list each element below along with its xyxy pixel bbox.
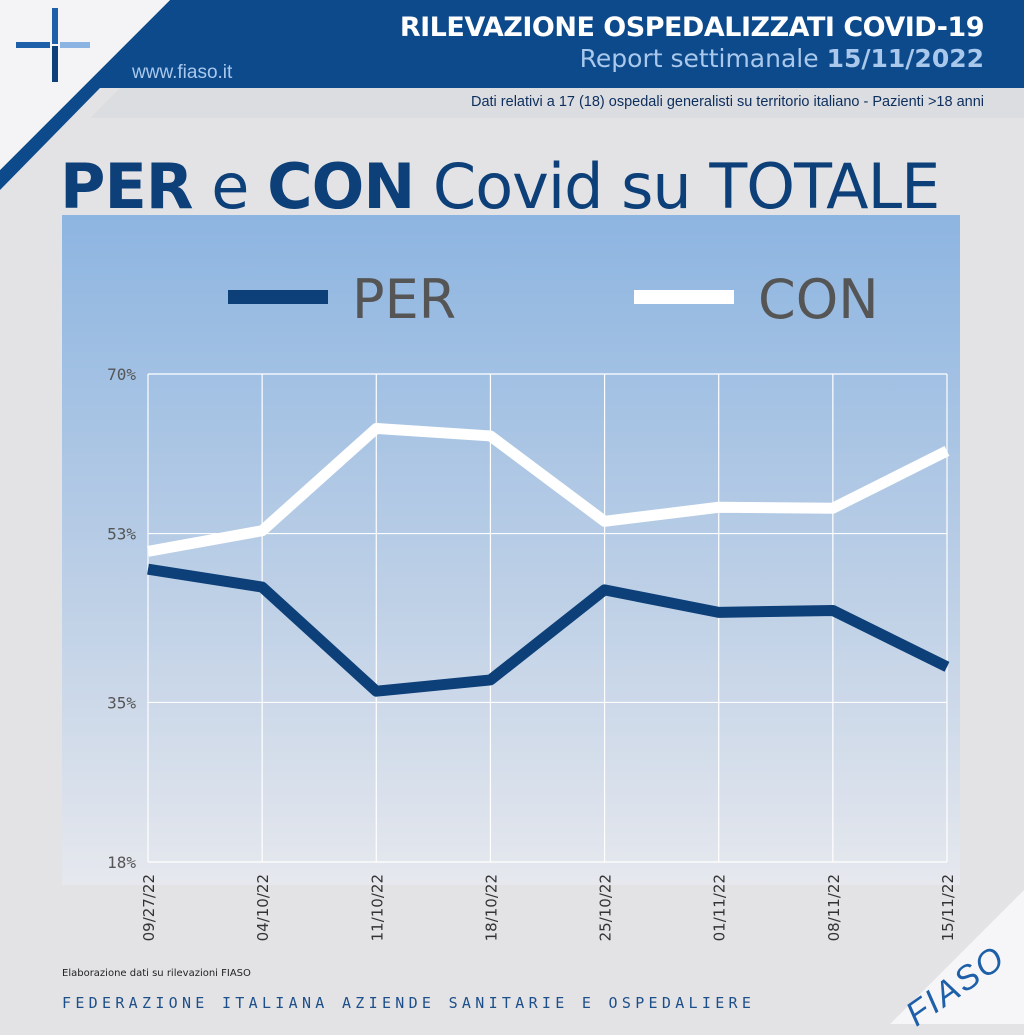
x-tick-label: 11/10/22 (368, 874, 386, 941)
y-tick-label: 35% (107, 693, 136, 712)
organization-name: FEDERAZIONE ITALIANA AZIENDE SANITARIE E… (62, 994, 755, 1012)
x-tick-label: 25/10/22 (597, 874, 615, 941)
y-tick-label: 18% (107, 853, 136, 872)
x-tick-label: 01/11/22 (711, 874, 729, 941)
y-tick-label: 70% (107, 365, 136, 384)
x-tick-label: 18/10/22 (482, 874, 500, 941)
x-tick-label: 08/11/22 (825, 874, 843, 941)
x-tick-label: 09/27/22 (140, 874, 158, 941)
y-tick-label: 53% (107, 525, 136, 544)
legend-label-per: PER (352, 268, 456, 331)
series-line-per (148, 569, 947, 691)
credit-text: Elaborazione dati su rilevazioni FIASO (62, 968, 251, 979)
x-tick-label: 15/11/22 (939, 874, 957, 941)
x-tick-label: 04/10/22 (254, 874, 272, 941)
series-line-con (148, 428, 947, 551)
legend-label-con: CON (758, 268, 879, 331)
